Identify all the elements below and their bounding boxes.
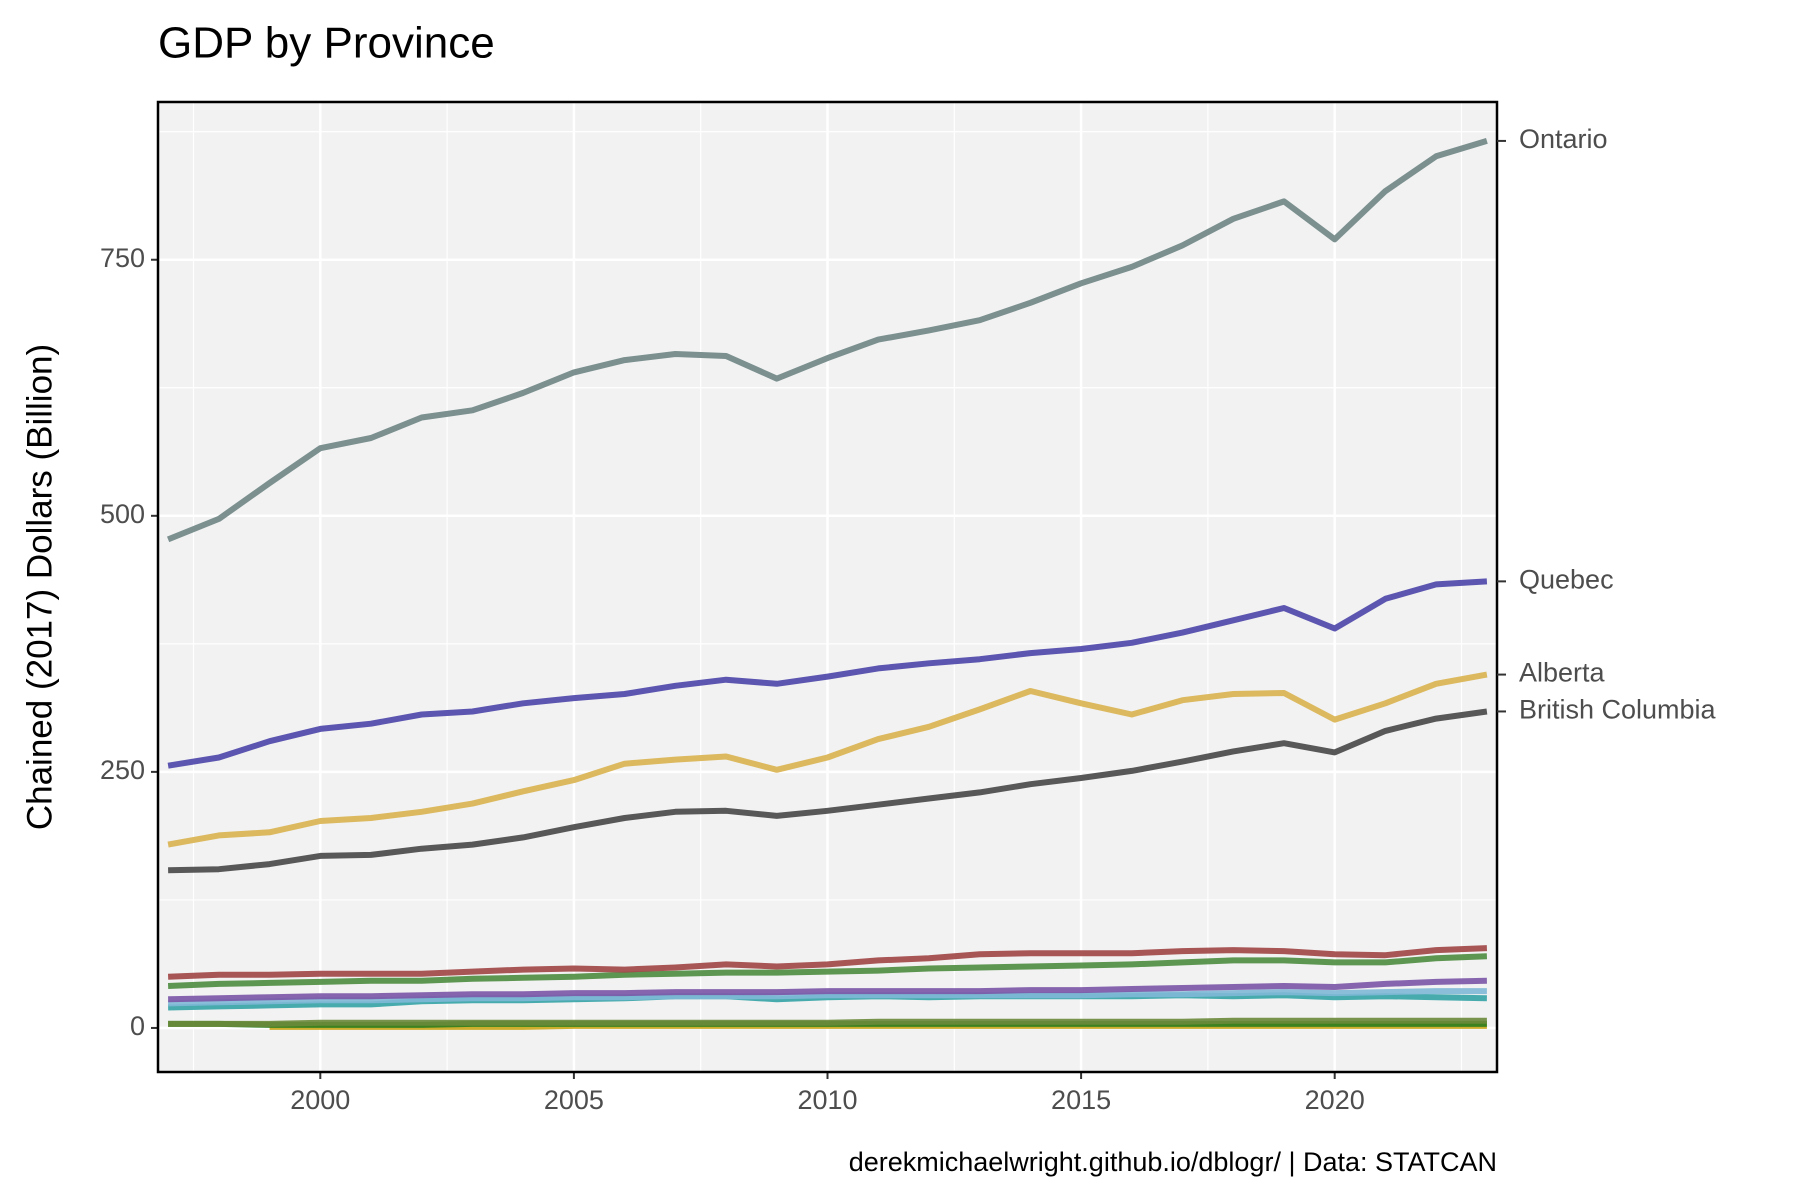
x-tick-label: 2005 <box>544 1085 604 1115</box>
series-line <box>167 953 1488 989</box>
series-line <box>166 138 1488 543</box>
series-line <box>168 1017 1487 1027</box>
end-label: British Columbia <box>1519 695 1717 725</box>
series-line <box>168 708 1488 874</box>
end-label: Quebec <box>1519 564 1614 594</box>
series-line <box>167 578 1488 769</box>
end-label: Ontario <box>1519 124 1608 154</box>
end-label: Alberta <box>1519 658 1606 688</box>
y-tick-label: 500 <box>100 499 145 529</box>
series-line <box>168 977 1487 1003</box>
chart-title: GDP by Province <box>158 19 495 68</box>
caption: derekmichaelwright.github.io/dblogr/ | D… <box>849 1147 1497 1177</box>
series-line <box>168 988 1487 1007</box>
series-line <box>167 671 1488 848</box>
x-tick-label: 2015 <box>1051 1085 1111 1115</box>
series-line <box>167 945 1488 980</box>
y-tick-label: 0 <box>130 1011 145 1041</box>
y-tick-label: 250 <box>100 755 145 785</box>
x-tick-label: 2010 <box>797 1085 857 1115</box>
y-tick-label: 750 <box>100 243 145 273</box>
y-axis-title: Chained (2017) Dollars (Billion) <box>20 344 59 830</box>
x-tick-label: 2020 <box>1305 1085 1365 1115</box>
x-tick-label: 2000 <box>290 1085 350 1115</box>
plot-border <box>156 100 1499 1074</box>
